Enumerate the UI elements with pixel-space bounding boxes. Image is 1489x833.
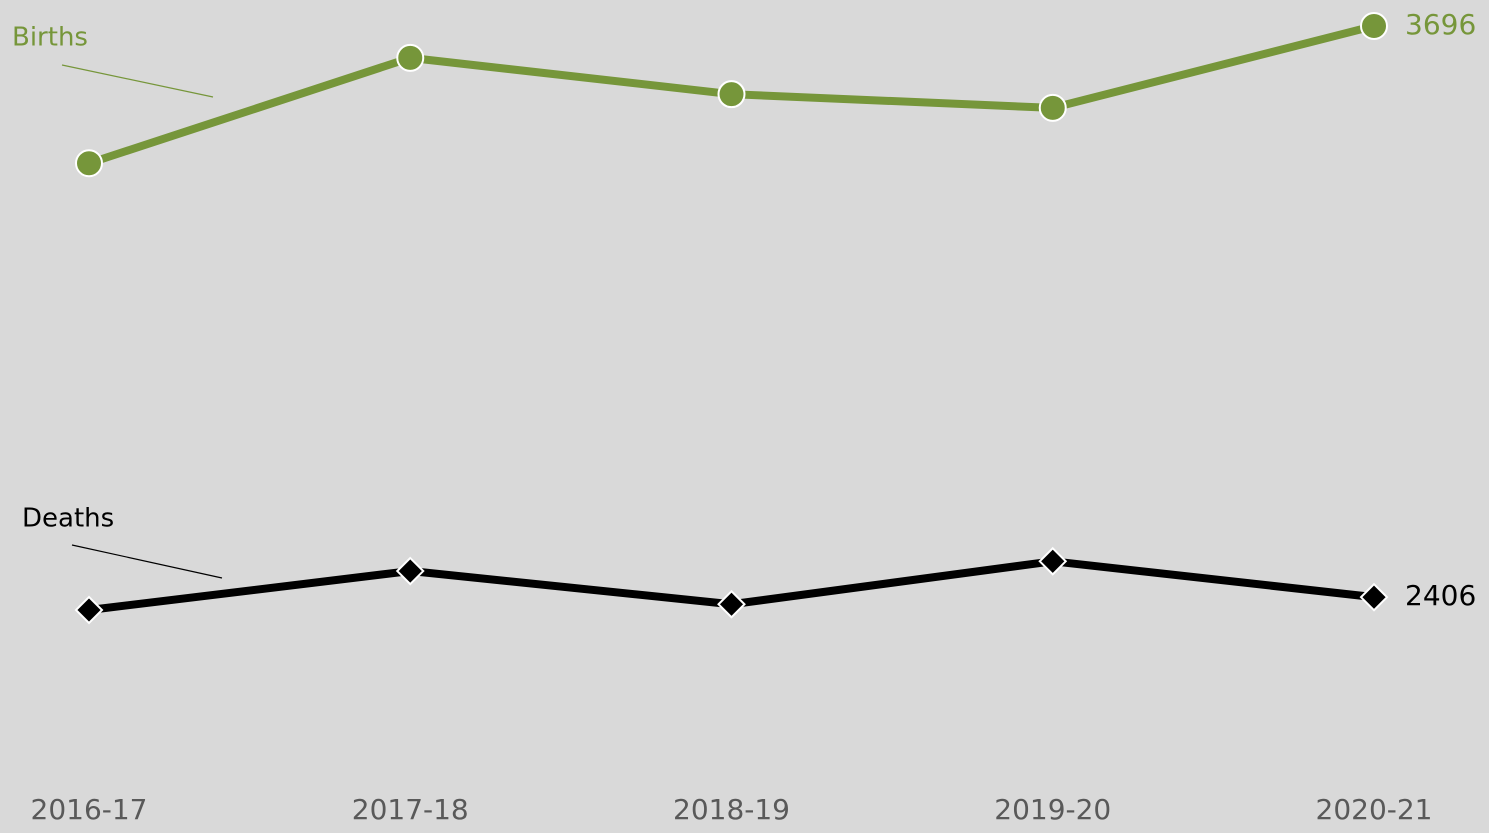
value-label: 2406: [1405, 579, 1476, 612]
leader-line: [71, 544, 223, 579]
marker: [717, 589, 746, 619]
marker: [1038, 93, 1067, 122]
marker: [75, 149, 103, 178]
value-label: 3696: [1405, 8, 1476, 41]
marker: [74, 595, 104, 625]
series-label: Births: [12, 23, 88, 53]
x-tick-label: 2020-21: [1316, 793, 1433, 826]
x-tick-label: 2017-18: [352, 793, 469, 826]
series-label: Deaths: [22, 504, 114, 534]
marker: [1360, 12, 1388, 40]
x-tick-label: 2016-17: [31, 793, 148, 826]
marker: [1038, 546, 1068, 576]
marker: [717, 80, 746, 109]
marker: [395, 556, 425, 586]
x-tick-label: 2018-19: [673, 793, 790, 826]
marker: [1359, 582, 1389, 612]
x-tick-label: 2019-20: [994, 793, 1111, 826]
leader-line: [61, 64, 214, 98]
marker: [396, 43, 425, 72]
